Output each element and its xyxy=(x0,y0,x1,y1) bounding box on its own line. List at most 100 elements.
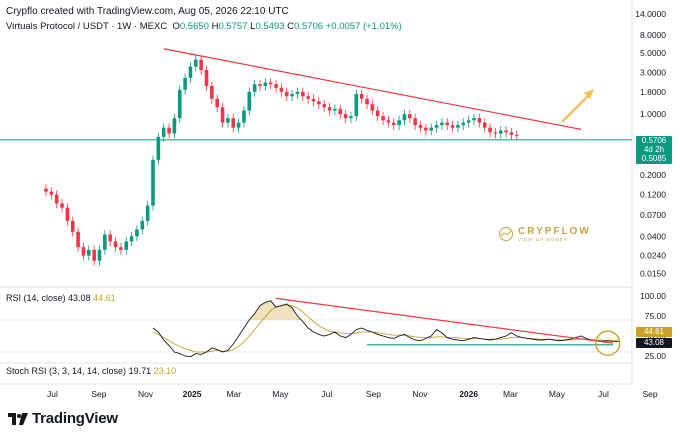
price-tick-label: 0.0700 xyxy=(640,210,666,220)
candle-body xyxy=(188,66,193,78)
candle-body xyxy=(151,159,155,206)
candle-body xyxy=(274,84,278,88)
candle-body xyxy=(498,130,503,134)
candle-body xyxy=(391,122,396,126)
tradingview-logo[interactable]: TradingView xyxy=(8,410,118,427)
candle-body xyxy=(129,236,134,242)
rsi-trendline xyxy=(275,297,614,344)
crypflow-logo-icon xyxy=(499,227,513,241)
candle-body xyxy=(381,116,385,121)
watermark-tagline: VIEW OF MONEY xyxy=(518,237,568,242)
candle-body xyxy=(49,191,54,195)
candle-body xyxy=(327,107,332,111)
candle-body xyxy=(145,205,150,221)
candle-body xyxy=(177,89,182,119)
rsi-line xyxy=(152,300,619,358)
time-tick-label: Sep xyxy=(91,389,106,399)
candle-body xyxy=(509,132,514,135)
candle-body xyxy=(194,59,198,67)
watermark-name: CRYPFLOW xyxy=(518,226,591,237)
candle-body xyxy=(183,77,187,90)
time-tick-label: Jul xyxy=(47,389,58,399)
ohlc-low: 0.5493 xyxy=(255,21,285,32)
current-price-badge: 0.5706 xyxy=(636,136,672,146)
price-tick-label: 0.1200 xyxy=(640,190,666,200)
price-tick-label: 0.0150 xyxy=(640,269,666,279)
candle-body xyxy=(81,247,86,256)
candle-body xyxy=(103,234,107,250)
price-trendline xyxy=(163,48,582,130)
support-level-badge: 0.5085 xyxy=(636,154,672,164)
candle-body xyxy=(204,70,209,86)
tradingview-logo-icon xyxy=(8,412,28,425)
price-tick-label: 1.0000 xyxy=(640,109,666,119)
candle-body xyxy=(60,203,64,208)
candle-body xyxy=(317,101,321,105)
time-tick-label: 2025 xyxy=(183,389,202,399)
candle-body xyxy=(210,85,214,99)
candle-body xyxy=(434,125,439,128)
candle-body xyxy=(268,82,273,85)
candle-body xyxy=(135,229,139,237)
candle-body xyxy=(333,108,337,111)
stoch-rsi-label: Stoch RSI (3, 3, 14, 14, close) xyxy=(6,366,127,376)
candle-body xyxy=(301,91,305,97)
candle-body xyxy=(258,84,262,86)
candle-body xyxy=(354,94,359,117)
chart-header: Crypflo created with TradingView.com, Au… xyxy=(6,6,289,17)
candle-body xyxy=(343,114,348,119)
candle-body xyxy=(408,114,412,119)
time-tick-label: Nov xyxy=(138,389,154,399)
candle-body xyxy=(161,127,166,137)
ohlc-c-label: C xyxy=(287,21,295,32)
candle-body xyxy=(44,188,48,192)
candle-body xyxy=(365,98,369,105)
rsi-tick-label: 100.00 xyxy=(640,291,666,301)
candle-body xyxy=(231,118,236,128)
time-tick-label: May xyxy=(272,389,289,399)
candle-body xyxy=(199,59,203,71)
ohlc-high: 0.5757 xyxy=(218,21,248,32)
countdown-badge: 4d 2h xyxy=(636,145,672,155)
time-tick-label: Mar xyxy=(503,389,518,399)
ohlc-h-label: H xyxy=(211,21,219,32)
price-tick-label: 0.2000 xyxy=(640,170,666,180)
candle-body xyxy=(418,125,423,128)
candle-body xyxy=(54,194,59,204)
candle-body xyxy=(375,110,380,117)
candle-body xyxy=(429,127,433,131)
rsi-legend: RSI (14, close) 43.08 44.61 xyxy=(6,293,116,303)
candle-body xyxy=(113,241,118,248)
candle-body xyxy=(424,127,428,131)
stoch-rsi-d: 23.10 xyxy=(153,366,177,376)
candle-body xyxy=(306,96,310,99)
candle-body xyxy=(504,130,508,133)
candle-body xyxy=(322,104,326,108)
candle-body xyxy=(92,249,96,261)
candle-body xyxy=(263,82,268,86)
candle-body xyxy=(279,87,284,92)
symbol-name: Virtuals Protocol / USDT · 1W · MEXC xyxy=(6,21,168,32)
candle-body xyxy=(70,220,75,232)
candle-body xyxy=(466,120,471,123)
candle-body xyxy=(65,207,70,221)
candle-body xyxy=(167,127,171,134)
rsi-value: 43.08 xyxy=(68,293,91,303)
candle-body xyxy=(493,132,498,134)
stoch-rsi-legend: Stoch RSI (3, 3, 14, 14, close) 19.71 23… xyxy=(6,366,176,376)
time-tick-label: 2026 xyxy=(459,389,478,399)
stoch-rsi-k: 19.71 xyxy=(128,366,152,376)
time-tick-label: May xyxy=(549,389,566,399)
price-tick-label: 1.8000 xyxy=(640,87,666,97)
ohlc-close: 0.5706 xyxy=(294,21,324,32)
price-tick-label: 0.0240 xyxy=(640,251,666,261)
candle-body xyxy=(124,241,129,250)
crypflow-watermark: CRYPFLOW VIEW OF MONEY xyxy=(498,226,591,242)
candle-body xyxy=(370,104,375,111)
candle-body xyxy=(290,94,294,97)
symbol-info: Virtuals Protocol / USDT · 1W · MEXC O0.… xyxy=(6,21,402,32)
candle-body xyxy=(461,122,466,126)
ohlc-open: 0.5650 xyxy=(179,21,209,32)
tradingview-wordmark: TradingView xyxy=(32,410,118,427)
